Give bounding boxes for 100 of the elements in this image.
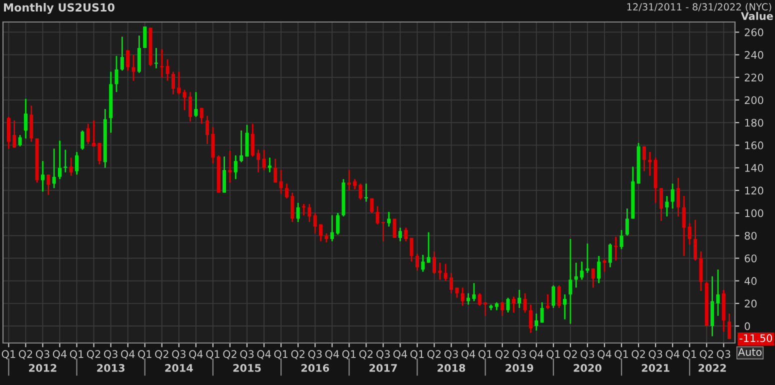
x-tick-label: Q1 — [410, 350, 424, 360]
candlestick — [387, 211, 391, 228]
text: 2013 — [97, 364, 124, 372]
candlestick — [290, 192, 294, 223]
candlestick — [358, 182, 362, 200]
candlestick — [177, 71, 181, 96]
candlestick — [296, 202, 300, 223]
y-tick-label: 160 — [745, 141, 764, 150]
candlestick — [392, 218, 396, 239]
candlestick — [450, 272, 454, 294]
x-tick-label: Q1 — [342, 350, 356, 360]
y-tick-label: 40 — [744, 277, 757, 285]
candlestick — [120, 36, 124, 72]
y-tick-label: 140 — [745, 164, 764, 172]
candlestick — [256, 149, 260, 174]
text: Auto — [738, 348, 762, 356]
x-tick-label: Q2 — [496, 350, 509, 360]
candlestick — [143, 26, 147, 49]
candlestick — [262, 149, 266, 171]
candlestick — [228, 150, 232, 184]
x-tick-label: Q2 — [632, 350, 645, 360]
candlestick — [518, 289, 522, 309]
candlestick — [126, 50, 130, 72]
x-tick-label: Q3 — [648, 350, 662, 360]
y-axis-title: Value — [740, 12, 773, 20]
candlestick — [676, 177, 680, 218]
candlestick — [540, 302, 544, 324]
candlestick — [699, 250, 703, 292]
candlestick — [563, 294, 567, 320]
candlestick — [182, 89, 186, 111]
x-tick-label: Q3 — [376, 350, 390, 360]
candlestick — [171, 71, 175, 96]
candlestick — [166, 58, 170, 82]
x-tick-label: Q4 — [530, 350, 544, 360]
candlestick — [353, 178, 357, 190]
candlestick — [591, 268, 595, 288]
candlestick — [716, 268, 720, 317]
y-tick-label: 60 — [744, 254, 757, 262]
y-tick-label: 260 — [744, 28, 764, 36]
x-tick-label: Q3 — [512, 350, 526, 360]
text: 2021 — [642, 364, 670, 372]
candlestick — [268, 156, 272, 174]
x-tick-label: Q1 — [2, 350, 16, 360]
candlestick — [302, 203, 306, 216]
candlestick — [75, 151, 79, 176]
candlestick — [670, 182, 674, 210]
candlestick — [245, 124, 249, 158]
candlestick — [398, 227, 402, 242]
text: 2019 — [506, 364, 534, 372]
candlestick — [410, 237, 414, 262]
candlestick — [274, 158, 278, 184]
candlestick — [234, 154, 238, 180]
candlestick — [200, 107, 204, 124]
candlestick — [86, 123, 90, 145]
candlestick — [206, 115, 210, 145]
candlestick — [308, 203, 312, 223]
candlestick — [694, 219, 698, 262]
candlestick — [580, 260, 584, 280]
text: 2014 — [165, 364, 193, 372]
candlestick — [659, 187, 663, 222]
candlestick — [24, 98, 28, 140]
candlestick — [534, 312, 538, 332]
x-tick-label: Q2 — [86, 350, 100, 360]
candlestick — [728, 312, 732, 340]
candlestick — [500, 302, 504, 317]
x-tick-label: Q1 — [206, 350, 220, 360]
x-tick-label: Q4 — [52, 350, 67, 360]
y-tick-label: 20 — [744, 300, 757, 308]
candlestick — [336, 212, 340, 236]
x-tick-label: Q1 — [70, 350, 84, 360]
x-tick-label: Q4 — [666, 350, 680, 360]
y-tick-label: 100 — [745, 209, 764, 218]
x-tick-label: Q3 — [240, 350, 254, 360]
candlestick — [58, 140, 62, 180]
candlestick — [455, 286, 459, 298]
candlestick — [250, 123, 254, 158]
candlestick — [438, 262, 442, 280]
candlestick — [597, 255, 601, 284]
y-tick-label: 220 — [744, 74, 764, 82]
x-tick-label: Q3 — [172, 350, 186, 360]
candlestick — [52, 148, 56, 189]
candlestick — [415, 253, 419, 272]
text: 12/31/2011 - 8/31/2022 (NYC) — [627, 3, 772, 12]
y-tick-label: 180 — [745, 118, 764, 127]
candlestick — [682, 195, 686, 257]
x-tick-label: Q4 — [121, 350, 135, 360]
candlestick — [313, 212, 317, 234]
y-tick-label: 80 — [744, 232, 757, 240]
candlestick — [688, 222, 692, 246]
x-tick-label: Q4 — [393, 350, 408, 360]
candlestick — [512, 296, 516, 314]
chart-title: Monthly US2US10 — [4, 3, 114, 14]
x-tick-label: Q4 — [325, 350, 339, 360]
candlestick — [137, 34, 141, 74]
candlestick — [506, 297, 510, 314]
text: 2012 — [29, 364, 56, 372]
y-tick-label: 200 — [744, 96, 764, 104]
x-tick-label: Q3 — [716, 350, 730, 360]
text: 2016 — [301, 364, 330, 372]
x-tick-label: Q1 — [682, 350, 696, 360]
